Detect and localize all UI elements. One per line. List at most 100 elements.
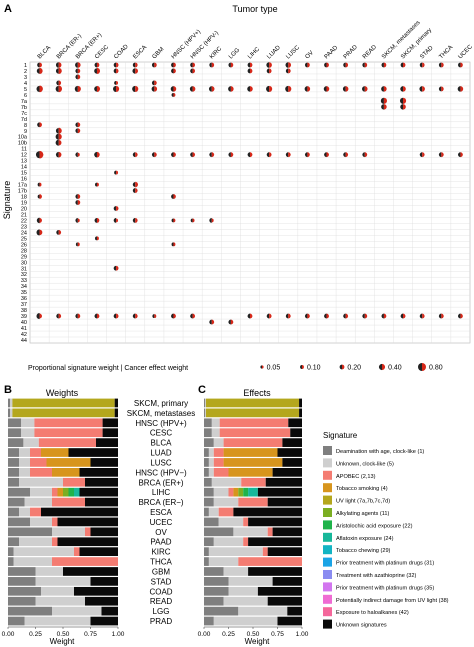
legend-effect-half — [342, 364, 345, 370]
bar-segment — [204, 527, 234, 537]
weight-half-dot — [362, 152, 365, 158]
effect-half-dot — [154, 86, 158, 92]
tumor-type-label: SKCM, metastases — [127, 409, 195, 418]
y-tick-label: 31 — [21, 266, 27, 272]
x-tick-label: 0.25 — [29, 631, 42, 638]
y-tick-label: 4 — [24, 81, 27, 87]
bar-segment — [35, 567, 63, 576]
effect-half-dot — [39, 150, 44, 159]
effect-half-dot — [230, 86, 234, 92]
bar-segment — [19, 448, 30, 457]
bar-segment — [223, 458, 283, 467]
bar-segment — [277, 616, 302, 626]
weight-half-dot — [400, 104, 404, 110]
weight-half-dot — [55, 133, 59, 140]
effect-half-dot — [345, 313, 349, 319]
weight-half-dot — [304, 86, 308, 92]
bar-segment — [267, 527, 273, 537]
effect-half-dot — [77, 128, 81, 134]
weight-half-dot — [151, 62, 155, 68]
y-tick-label: 39 — [21, 314, 27, 320]
y-tick-label: 21 — [21, 212, 27, 218]
legend-item-label: Exposure to haloalkanes (42) — [336, 610, 409, 616]
bar-segment — [248, 517, 302, 527]
effect-half-dot — [364, 313, 368, 319]
weight-half-dot — [438, 152, 442, 158]
tumor-type-label: CESC — [150, 429, 172, 438]
legend-size-label: 0.05 — [267, 365, 281, 372]
tumor-type-label: OV — [155, 528, 167, 537]
legend-swatch — [323, 470, 332, 480]
weight-half-dot — [132, 182, 136, 187]
effect-half-dot — [383, 97, 387, 104]
effect-half-dot — [364, 152, 368, 158]
bar-segment — [57, 487, 63, 497]
effect-half-dot — [116, 313, 119, 319]
weight-half-dot — [323, 86, 327, 92]
weight-half-dot — [362, 86, 365, 92]
bar-segment — [205, 408, 300, 418]
weight-half-dot — [266, 68, 270, 74]
bar-segment — [282, 438, 302, 447]
y-tick-label: 10a — [18, 135, 28, 141]
y-tick-label: 1 — [24, 63, 27, 69]
y-tick-label: 2 — [24, 69, 27, 75]
bar-segment — [85, 596, 118, 606]
bar-segment — [30, 487, 52, 497]
weight-half-dot — [381, 86, 384, 92]
bar-segment — [213, 438, 224, 447]
effect-half-dot — [345, 152, 349, 158]
bar-segment — [85, 527, 91, 537]
bar-segment — [204, 428, 212, 438]
bar-segment — [52, 606, 102, 616]
effect-half-dot — [422, 62, 425, 68]
bar-segment — [218, 507, 234, 517]
y-tick-label: 32 — [21, 272, 27, 278]
y-tick-label: 29 — [21, 254, 27, 260]
effect-half-dot — [403, 62, 406, 68]
weight-half-dot — [381, 104, 384, 110]
tumor-type-label: HNSC (HPV+) — [135, 419, 187, 428]
effect-half-dot — [173, 218, 176, 223]
bar-segment — [233, 507, 302, 517]
effect-half-dot — [173, 62, 176, 68]
bar-segment — [102, 428, 118, 438]
weight-half-dot — [113, 68, 117, 74]
effect-half-dot — [173, 86, 177, 92]
bar-segment — [34, 428, 103, 438]
y-tick-label: 7d — [21, 117, 27, 123]
x-tick-label: 0.25 — [222, 631, 235, 638]
effect-half-dot — [230, 152, 234, 158]
effects-stacked-bars: 0.00 0.25 0.50 0.75 1.00 — [198, 398, 309, 638]
legend-item-label: Alkylating agents (11) — [336, 511, 390, 517]
bar-segment — [19, 467, 30, 477]
bar-segment — [243, 517, 249, 527]
weight-half-dot — [209, 152, 212, 158]
legend-weight-half — [300, 365, 302, 369]
effect-half-dot — [173, 68, 176, 74]
effect-half-dot — [307, 62, 310, 68]
bar-segment — [34, 418, 103, 428]
y-tick-label: 15 — [21, 171, 27, 177]
bar-segment — [8, 438, 24, 447]
effect-half-dot — [230, 319, 234, 325]
bar-segment — [52, 517, 58, 527]
weight-half-dot — [35, 151, 40, 159]
effect-half-dot — [96, 236, 99, 241]
weight-half-dot — [171, 242, 174, 247]
tumor-type-label: THCA — [150, 558, 172, 567]
weight-half-dot — [247, 152, 250, 158]
bar-segment — [208, 467, 214, 477]
bar-segment — [30, 507, 41, 517]
tumor-type-label: READ — [150, 597, 172, 606]
effect-half-dot — [288, 152, 291, 158]
bar-segment — [19, 537, 52, 547]
signature-legend-title: Signature — [323, 431, 358, 440]
bar-segment — [213, 448, 224, 457]
weight-half-dot — [228, 62, 231, 68]
weight-half-dot — [343, 313, 346, 319]
x-tick-label: 0.50 — [57, 631, 70, 638]
legend-weight-half — [378, 363, 382, 371]
bar-segment — [238, 487, 244, 497]
weight-half-dot — [458, 152, 461, 158]
